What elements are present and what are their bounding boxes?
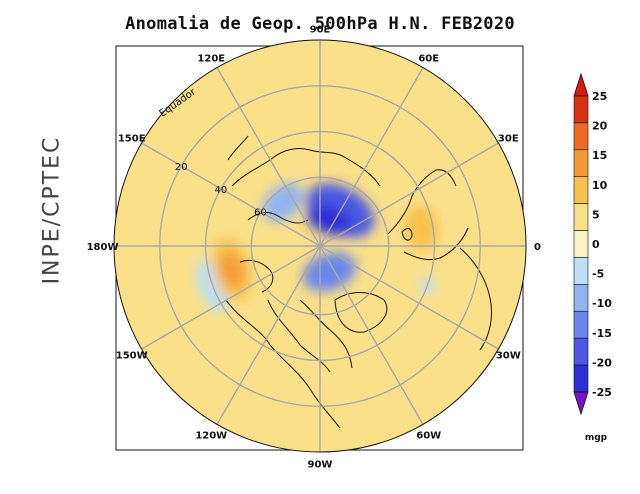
meridian-330 [319, 245, 499, 350]
colorbar-label-7: -10 [592, 297, 612, 310]
colorbar-swatch-8 [573, 310, 589, 339]
anomaly-high-atlantic [368, 271, 403, 313]
colorbar-label-10: -25 [592, 386, 612, 399]
colorbar-swatch-3 [573, 176, 589, 204]
anomaly-low-siberia-west [262, 183, 304, 222]
map-title: Anomalia de Geop. 500hPa H.N. FEB2020 [125, 14, 515, 34]
coast-alaska [239, 259, 274, 293]
lon-label-10: 150E [118, 133, 146, 144]
coast-asia [231, 147, 381, 224]
colorbar-label-6: -5 [592, 268, 604, 281]
colorbar-label-2: 15 [592, 149, 607, 162]
equator-circle [113, 39, 527, 453]
colorbar-swatch-1 [573, 122, 589, 151]
lon-label-5: 60W [416, 430, 441, 441]
colorbar-label-3: 10 [592, 179, 608, 192]
meridian-30 [319, 142, 499, 247]
meridian-60 [319, 67, 424, 247]
lat-label-40: 40 [215, 185, 228, 196]
coast-north-america [225, 299, 353, 429]
lon-label-4: 30W [496, 351, 521, 362]
meridian-300 [319, 245, 424, 425]
colorbar-label-5: 0 [592, 238, 600, 251]
lat-label-60: 60 [254, 208, 267, 219]
coastlines [225, 135, 493, 429]
lat-label-20: 20 [175, 162, 188, 173]
anomaly-low-arctic-core [307, 205, 352, 236]
meridian-240 [216, 245, 321, 425]
lon-label-9: 180W [87, 242, 119, 253]
colorbar-label-9: -20 [592, 356, 612, 369]
lon-label-6: 90W [308, 459, 333, 470]
lon-label-2: 30E [498, 133, 519, 144]
lon-label-0: 90E [310, 25, 331, 36]
lon-label-11: 120E [197, 54, 225, 65]
meridian-210 [141, 245, 321, 350]
coast-uk [401, 228, 413, 241]
colorbar-swatch-2 [573, 149, 589, 178]
anomaly-high-europe-iberia [405, 205, 438, 251]
colorbar-label-4: 5 [592, 208, 600, 221]
lon-label-7: 120W [195, 430, 227, 441]
latitude-labels: 20 40 60 [175, 162, 267, 219]
lon-label-8: 150W [116, 351, 148, 362]
coast-europe [387, 169, 469, 261]
coast-greenland [334, 292, 388, 333]
colorbar-swatch-5 [573, 230, 589, 258]
anomaly-low-greenland-canada [302, 252, 356, 292]
colorbar-bottom-arrow [573, 391, 589, 416]
coast-africa [459, 247, 493, 351]
colorbar-label-8: -15 [592, 327, 612, 340]
colorbar-swatch-9 [573, 337, 589, 366]
colorbar-swatch-0 [573, 95, 589, 124]
colorbar-swatch-6 [573, 257, 589, 285]
colorbar-top-arrow [573, 72, 589, 97]
colorbar-swatch-10 [573, 364, 589, 393]
longitude-labels: 90E 60E 30E 0 30W 60W 90W 120W 150W 180W 150E 120E [87, 25, 541, 471]
lon-label-3: 0 [534, 242, 541, 253]
lon-label-1: 60E [418, 54, 439, 65]
graticule [114, 40, 526, 452]
meridian-120 [216, 67, 321, 247]
colorbar: 25 20 15 10 5 0 -5 -10 -15 -20 -25 mgp [573, 72, 612, 443]
colorbar-swatch-7 [573, 284, 589, 312]
colorbar-swatch-4 [573, 203, 589, 231]
colorbar-label-1: 20 [592, 120, 608, 133]
anomaly-high-pacific-core [219, 251, 244, 288]
colorbar-label-0: 25 [592, 90, 607, 103]
colorbar-unit: mgp [585, 433, 608, 443]
meridian-150 [141, 142, 321, 247]
coast-japan [227, 135, 249, 161]
